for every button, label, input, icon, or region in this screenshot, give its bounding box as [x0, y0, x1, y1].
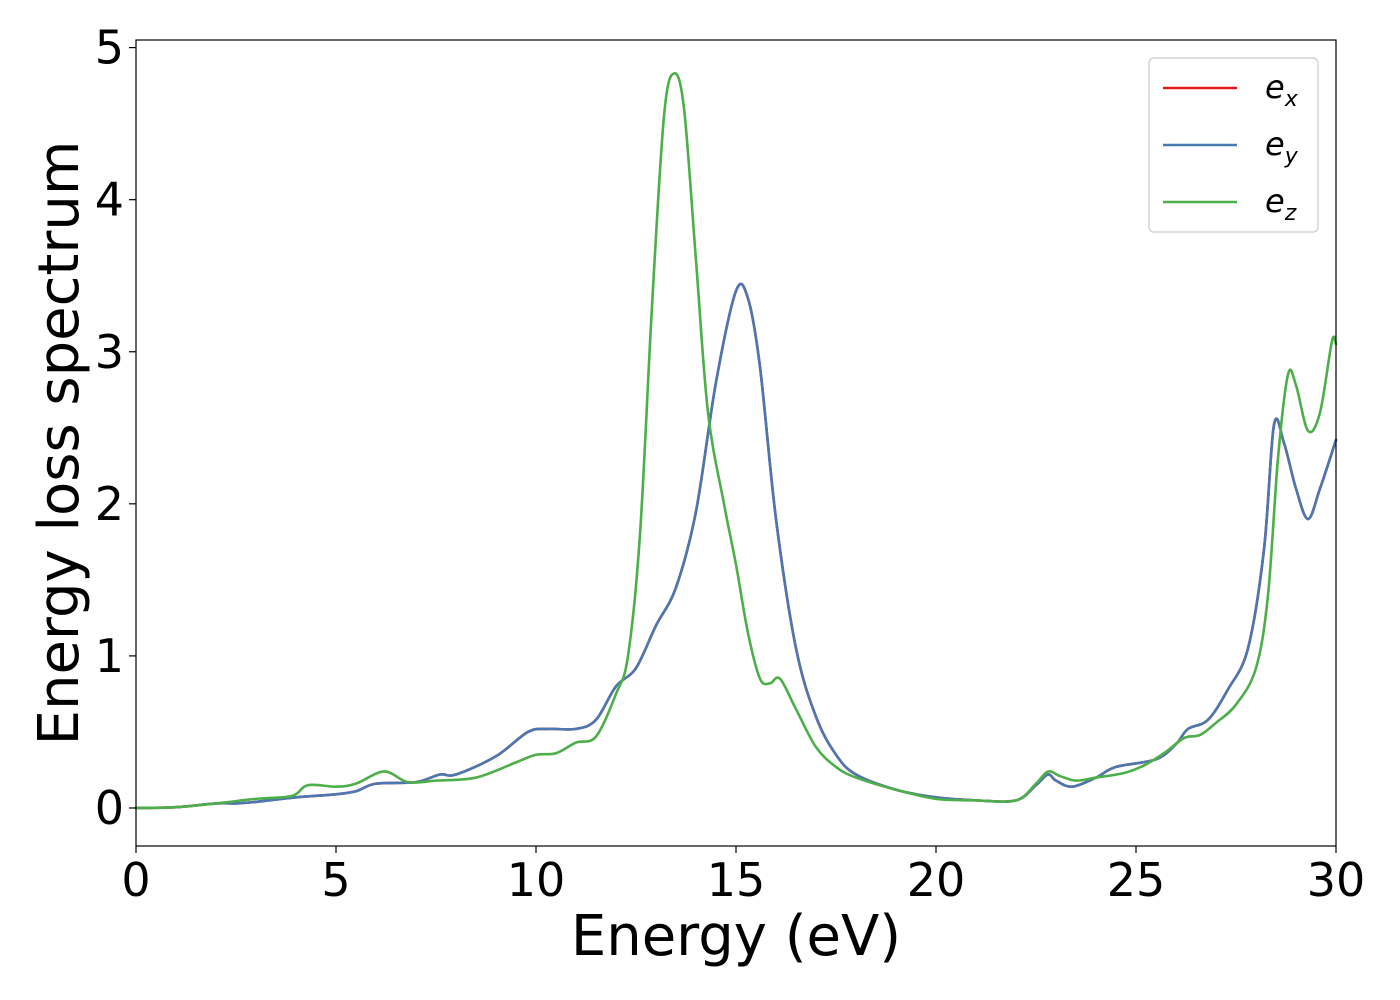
x-tick-label: 30: [1307, 853, 1366, 907]
x-axis-label: Energy (eV): [571, 904, 901, 969]
plot-frame: [135, 39, 1337, 847]
legend-label-x: ex: [1265, 68, 1299, 112]
x-tick-label: 10: [507, 853, 566, 907]
legend-label-z: ez: [1265, 182, 1297, 226]
series-layer: [134, 72, 1338, 810]
x-tick-label: 20: [907, 853, 966, 907]
y-tick-label: 4: [95, 173, 124, 227]
y-tick-label: 0: [95, 781, 124, 835]
x-tick-label: 25: [1107, 853, 1166, 907]
x-tick-label: 15: [707, 853, 766, 907]
series-line-z: [134, 72, 1338, 810]
y-tick-label: 3: [95, 325, 124, 379]
x-tick-label: 5: [321, 853, 350, 907]
ticks-layer: 0 5 10 15 20 25 30 0 1 2 3 4 5: [95, 21, 1366, 907]
legend-label-y: ey: [1265, 125, 1299, 169]
x-tick-label: 0: [121, 853, 150, 907]
legend: ex ey ez: [1148, 57, 1319, 233]
y-tick-label: 1: [95, 629, 124, 683]
y-axis-label: Energy loss spectrum: [27, 141, 92, 746]
series-line-x: [134, 282, 1338, 810]
series-line-y: [134, 282, 1338, 810]
y-tick-label: 2: [95, 477, 124, 531]
y-tick-label: 5: [95, 21, 124, 75]
